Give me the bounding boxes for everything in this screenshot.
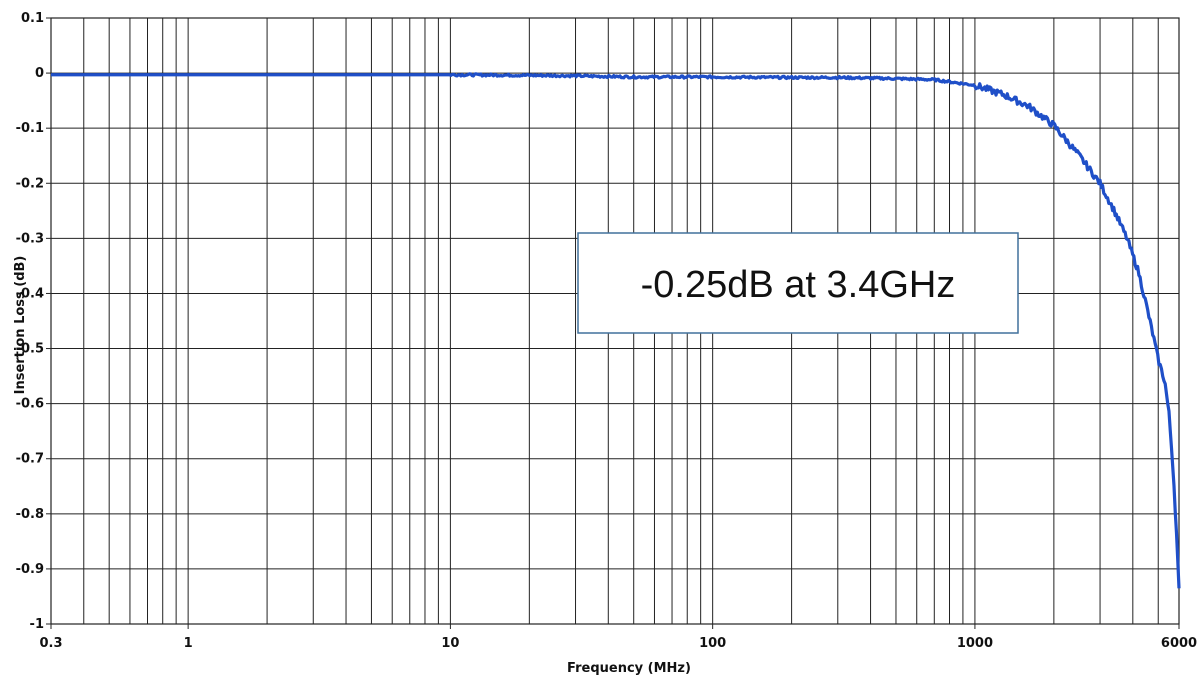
x-tick-label: 0.3 (39, 636, 62, 651)
series-layer (50, 72, 1181, 589)
grid-major (50, 17, 1180, 625)
x-tick-label: 6000 (1161, 636, 1197, 651)
y-tick-label: -0.1 (16, 121, 44, 136)
x-tick-label: 10 (441, 636, 459, 651)
y-tick-label: -0.7 (16, 452, 44, 467)
annotation: -0.25dB at 3.4GHz (577, 232, 1019, 334)
annotation-box (577, 232, 1019, 334)
series-line (50, 72, 1181, 589)
y-tick-label: 0.1 (21, 11, 44, 26)
y-tick-label: -0.8 (16, 507, 44, 522)
y-tick-label: -0.9 (16, 562, 44, 577)
y-tick-label: -0.6 (16, 397, 44, 412)
y-tick-label: 0 (35, 66, 44, 81)
x-tick-label: 1 (184, 636, 193, 651)
x-tick-label: 1000 (957, 636, 993, 651)
y-tick-labels: 0.1 0 -0.1 -0.2 -0.3 -0.4 -0.5 -0.6 -0.7 -0.8 -0.9… (16, 11, 51, 632)
y-tick-label: -0.4 (16, 286, 44, 301)
x-tick-labels: 0.3 1 10 100 1000 6000 (39, 624, 1197, 651)
y-axis-title: Insertion Loss (dB) (13, 256, 28, 395)
y-tick-label: -0.2 (16, 176, 44, 191)
x-tick-label: 100 (699, 636, 726, 651)
x-axis-title: Frequency (MHz) (567, 661, 691, 676)
y-tick-label: -0.3 (16, 231, 44, 246)
y-tick-label: -1 (30, 617, 44, 632)
annotation-text: -0.25dB at 3.4GHz (641, 264, 956, 306)
y-tick-label: -0.5 (16, 342, 44, 357)
plot-frame (50, 17, 1180, 625)
